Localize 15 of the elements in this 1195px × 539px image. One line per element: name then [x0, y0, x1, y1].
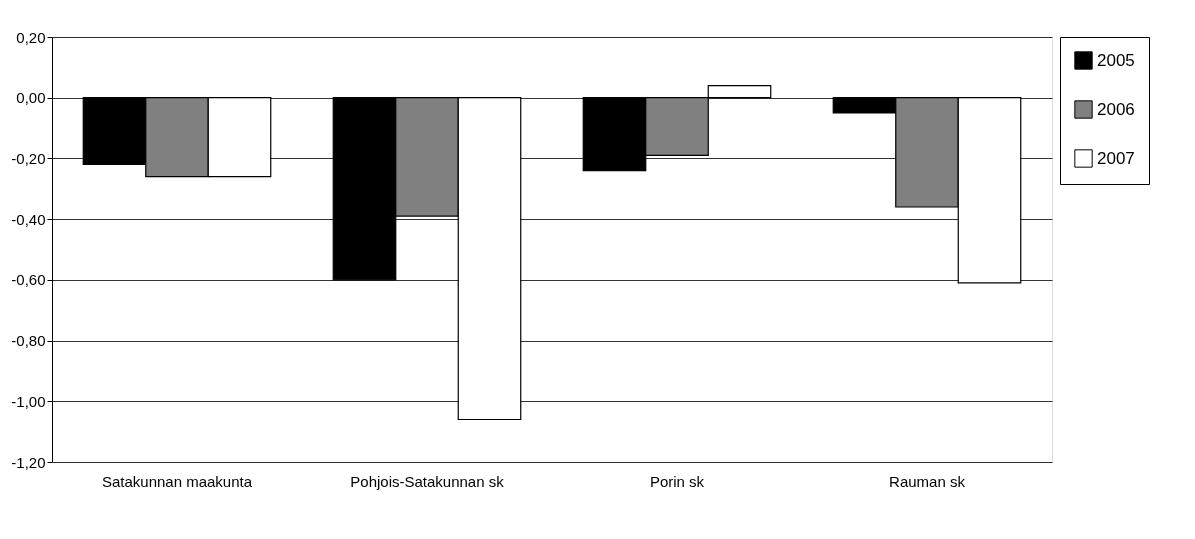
- y-tick-label: -0,60: [11, 271, 46, 289]
- y-tick-label: -1,20: [11, 453, 46, 471]
- y-tick-label: 0,00: [16, 89, 46, 107]
- y-tick-label: 0,20: [16, 28, 46, 46]
- x-tick-label: Rauman sk: [889, 472, 966, 490]
- y-tick-label: -0,20: [11, 149, 46, 167]
- x-tick-label: Porin sk: [649, 472, 705, 490]
- x-tick-label: Pohjois-Satakunnan sk: [350, 472, 505, 490]
- y-tick-label: -1,00: [11, 392, 46, 410]
- y-tick-label: -0,80: [11, 332, 46, 350]
- legend-label: 2006: [1097, 99, 1135, 119]
- legend-label: 2005: [1097, 50, 1135, 70]
- legend-label: 2007: [1097, 148, 1135, 168]
- y-tick-label: -0,40: [11, 210, 46, 228]
- x-tick-label: Satakunnan maakunta: [101, 472, 253, 490]
